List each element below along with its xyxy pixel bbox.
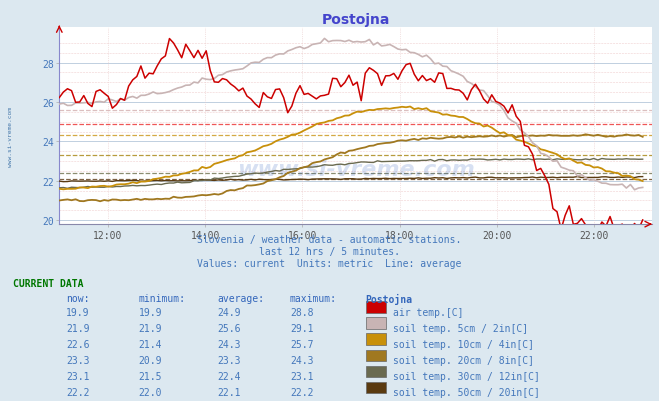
Text: 28.8: 28.8 (290, 307, 314, 317)
Text: Slovenia / weather data - automatic stations.: Slovenia / weather data - automatic stat… (197, 235, 462, 245)
Text: soil temp. 30cm / 12in[C]: soil temp. 30cm / 12in[C] (393, 371, 540, 381)
Title: Postojna: Postojna (322, 13, 390, 27)
Text: 23.3: 23.3 (66, 355, 90, 365)
Text: 19.9: 19.9 (66, 307, 90, 317)
Text: 25.7: 25.7 (290, 339, 314, 349)
Text: now:: now: (66, 294, 90, 304)
Text: 22.2: 22.2 (290, 387, 314, 397)
Text: 21.4: 21.4 (138, 339, 162, 349)
Text: 22.4: 22.4 (217, 371, 241, 381)
Text: Postojna: Postojna (366, 294, 413, 304)
Text: 22.2: 22.2 (66, 387, 90, 397)
Text: www.si-vreme.com: www.si-vreme.com (237, 160, 474, 180)
Text: soil temp. 20cm / 8in[C]: soil temp. 20cm / 8in[C] (393, 355, 534, 365)
Text: 21.5: 21.5 (138, 371, 162, 381)
Text: 24.9: 24.9 (217, 307, 241, 317)
Text: Values: current  Units: metric  Line: average: Values: current Units: metric Line: aver… (197, 259, 462, 269)
Text: 22.0: 22.0 (138, 387, 162, 397)
Text: minimum:: minimum: (138, 294, 185, 304)
Text: 22.6: 22.6 (66, 339, 90, 349)
Text: 23.1: 23.1 (66, 371, 90, 381)
Text: CURRENT DATA: CURRENT DATA (13, 279, 84, 289)
Text: www.si-vreme.com: www.si-vreme.com (8, 106, 13, 166)
Text: 24.3: 24.3 (217, 339, 241, 349)
Text: soil temp. 5cm / 2in[C]: soil temp. 5cm / 2in[C] (393, 323, 529, 333)
Text: 23.1: 23.1 (290, 371, 314, 381)
Text: 22.1: 22.1 (217, 387, 241, 397)
Text: air temp.[C]: air temp.[C] (393, 307, 464, 317)
Text: 24.3: 24.3 (290, 355, 314, 365)
Text: 20.9: 20.9 (138, 355, 162, 365)
Text: last 12 hrs / 5 minutes.: last 12 hrs / 5 minutes. (259, 247, 400, 257)
Text: 25.6: 25.6 (217, 323, 241, 333)
Text: soil temp. 50cm / 20in[C]: soil temp. 50cm / 20in[C] (393, 387, 540, 397)
Text: maximum:: maximum: (290, 294, 337, 304)
Text: 21.9: 21.9 (138, 323, 162, 333)
Text: soil temp. 10cm / 4in[C]: soil temp. 10cm / 4in[C] (393, 339, 534, 349)
Text: 29.1: 29.1 (290, 323, 314, 333)
Text: 23.3: 23.3 (217, 355, 241, 365)
Text: 21.9: 21.9 (66, 323, 90, 333)
Text: average:: average: (217, 294, 264, 304)
Text: 19.9: 19.9 (138, 307, 162, 317)
